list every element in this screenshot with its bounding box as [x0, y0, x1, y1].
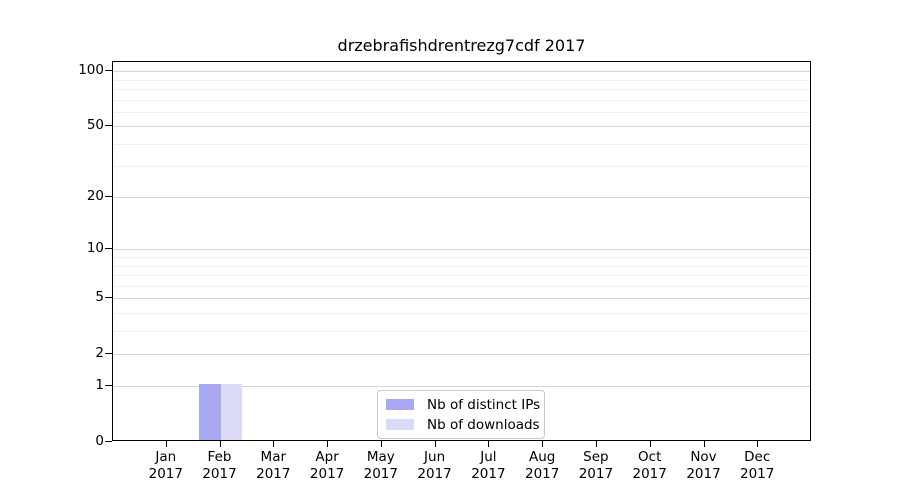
x-tick-year: 2017: [148, 466, 183, 482]
gridline-minor-9: [113, 257, 810, 258]
x-tick-mark-feb: [219, 441, 221, 447]
y-tick-mark-2: [105, 352, 112, 354]
gridline-major-100: [113, 71, 810, 73]
x-tick-month: Feb: [207, 449, 232, 465]
y-tick-label-50: 50: [86, 117, 104, 134]
y-tick-label-0: 0: [95, 433, 104, 449]
x-tick-mark-sep: [595, 441, 597, 447]
y-tick-mark-0: [105, 441, 112, 442]
x-tick-label-mar: Mar 2017: [241, 449, 305, 483]
gridline-major-10: [113, 249, 810, 251]
x-tick-mark-jul: [488, 441, 490, 447]
gridline-minor-70: [113, 99, 810, 101]
x-tick-month: May: [366, 449, 395, 465]
x-tick-mark-dec: [757, 441, 759, 447]
gridline-minor-80: [113, 88, 810, 90]
bar-distinct-ips-feb: [199, 384, 221, 440]
x-tick-mark-apr: [327, 441, 329, 447]
x-tick-mark-aug: [542, 441, 544, 447]
gridline-major-5: [113, 298, 810, 299]
x-tick-mark-jun: [434, 441, 436, 447]
x-tick-year: 2017: [202, 466, 237, 482]
x-tick-label-feb: Feb 2017: [188, 449, 252, 483]
x-tick-month: Mar: [260, 449, 287, 465]
x-tick-month: Jul: [480, 449, 497, 465]
gridline-major-1: [113, 386, 810, 388]
x-tick-label-nov: Nov 2017: [672, 449, 736, 483]
x-tick-year: 2017: [256, 466, 291, 482]
x-tick-label-may: May 2017: [349, 449, 413, 483]
y-tick-label-10: 10: [86, 240, 104, 257]
gridline-minor-30: [113, 166, 810, 168]
x-tick-month: Apr: [315, 449, 339, 465]
x-tick-label-jan: Jan 2017: [134, 449, 198, 483]
gridline-minor-8: [113, 265, 810, 267]
x-tick-month: Jan: [155, 449, 177, 465]
y-tick-mark-1: [105, 385, 112, 387]
gridline-major-50: [113, 126, 810, 128]
gridline-minor-40: [113, 143, 810, 145]
gridline-minor-60: [113, 111, 810, 113]
x-tick-mark-oct: [649, 441, 651, 447]
y-tick-label-1: 1: [95, 377, 104, 394]
x-tick-label-jul: Jul 2017: [456, 449, 520, 483]
chart-title: drzebrafishdrentrezg7cdf 2017: [337, 36, 586, 55]
legend: Nb of distinct IPs Nb of downloads: [377, 390, 545, 439]
x-tick-month: Sep: [583, 449, 609, 465]
legend-item-distinct-ips: Nb of distinct IPs: [386, 397, 544, 413]
x-tick-month: Jun: [424, 449, 446, 465]
x-tick-label-sep: Sep 2017: [564, 449, 628, 483]
x-tick-month: Aug: [529, 449, 556, 465]
plot-area: [112, 61, 811, 441]
x-tick-label-aug: Aug 2017: [510, 449, 574, 483]
x-tick-month: Oct: [638, 449, 662, 465]
x-tick-year: 2017: [686, 466, 721, 482]
gridline-minor-3: [113, 330, 810, 332]
x-tick-mark-jan: [165, 441, 167, 447]
x-tick-mark-mar: [273, 441, 275, 447]
gridline-major-2: [113, 353, 810, 355]
x-tick-label-dec: Dec 2017: [725, 449, 789, 483]
y-tick-mark-50: [105, 125, 112, 127]
x-tick-year: 2017: [309, 466, 345, 482]
x-tick-month: Dec: [744, 449, 771, 465]
x-tick-year: 2017: [471, 466, 506, 482]
gridline-major-20: [113, 197, 810, 199]
legend-label-distinct-ips: Nb of distinct IPs: [427, 396, 541, 413]
gridline-minor-4: [113, 312, 810, 314]
legend-swatch-distinct-ips: [386, 399, 414, 410]
x-tick-year: 2017: [525, 466, 560, 482]
y-tick-label-100: 100: [78, 62, 104, 79]
bar-downloads-feb: [220, 384, 242, 440]
y-tick-label-5: 5: [95, 289, 104, 305]
legend-item-downloads: Nb of downloads: [386, 417, 544, 433]
x-tick-mark-may: [380, 441, 382, 447]
x-tick-year: 2017: [417, 466, 452, 482]
x-tick-year: 2017: [632, 466, 667, 482]
x-tick-label-jun: Jun 2017: [403, 449, 467, 483]
y-tick-mark-100: [105, 70, 112, 72]
y-tick-label-2: 2: [95, 344, 104, 361]
y-tick-mark-10: [105, 248, 112, 250]
y-tick-mark-5: [105, 297, 112, 298]
gridline-minor-7: [113, 274, 810, 276]
y-tick-label-20: 20: [86, 188, 104, 205]
x-tick-year: 2017: [363, 466, 398, 482]
y-tick-mark-20: [105, 196, 112, 198]
x-tick-label-apr: Apr 2017: [295, 449, 359, 483]
x-tick-label-oct: Oct 2017: [618, 449, 682, 483]
x-tick-year: 2017: [578, 466, 614, 482]
legend-swatch-downloads: [386, 419, 414, 430]
x-tick-mark-nov: [703, 441, 705, 447]
x-tick-month: Nov: [690, 449, 717, 465]
x-tick-year: 2017: [740, 466, 775, 482]
legend-label-downloads: Nb of downloads: [427, 416, 540, 433]
gridline-minor-6: [113, 285, 810, 287]
gridline-minor-90: [113, 79, 810, 81]
